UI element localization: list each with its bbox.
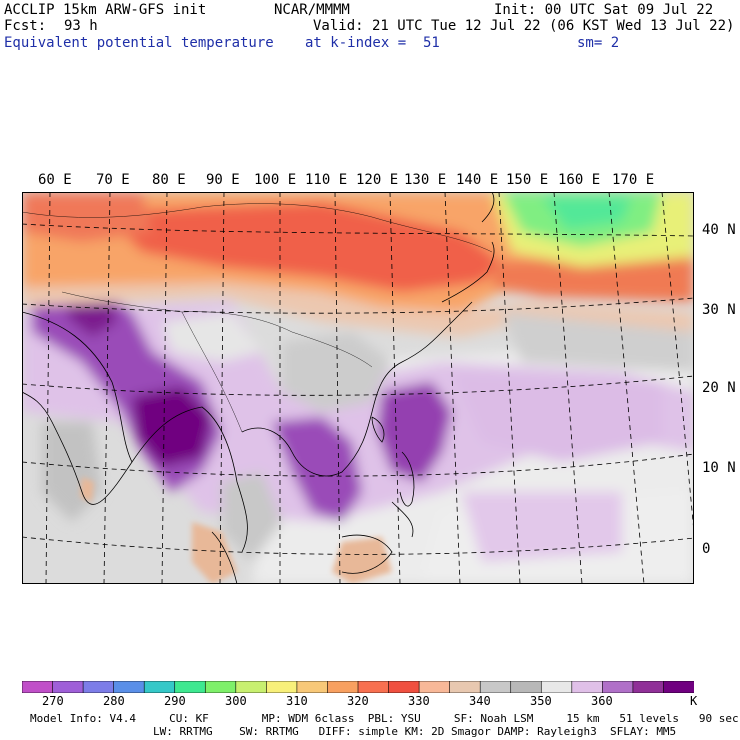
colorbar-swatch	[82, 681, 115, 693]
colorbar-swatch	[602, 681, 634, 693]
colorbar-swatch	[663, 681, 694, 693]
init-time: Init: 00 UTC Sat 09 Jul 22	[494, 2, 714, 18]
latitude-label: 10 N	[702, 460, 736, 476]
colorbar	[22, 681, 694, 693]
colorbar-swatch	[510, 681, 543, 693]
orange-east-band	[492, 252, 694, 302]
longitude-label: 160 E	[558, 172, 601, 188]
colorbar-swatch	[174, 681, 207, 693]
coastlines	[22, 192, 495, 584]
red-band	[102, 202, 502, 292]
colorbar-swatch	[479, 681, 512, 693]
footer-physics-info: LW: RRTMG SW: RRTMG DIFF: simple KM: 2D …	[153, 725, 677, 738]
dark-core-bengal	[132, 387, 212, 467]
colorbar-swatch	[540, 681, 573, 693]
latitude-label: 30 N	[702, 302, 736, 318]
colorbar-swatch	[52, 681, 84, 693]
colorbar-tick-label: 280	[103, 694, 125, 708]
lavender-east	[452, 372, 662, 462]
field-name: Equivalent potential temperature	[4, 35, 274, 51]
organization-label: NCAR/MMMM	[274, 2, 350, 18]
colorbar-swatch	[327, 681, 359, 693]
footer-model-info: Model Info: V4.4 CU: KF MP: WDM 6class P…	[30, 712, 739, 725]
colorbar-tick-label: 300	[225, 694, 247, 708]
colorbar-swatch	[449, 681, 481, 693]
colorbar-swatch	[571, 681, 604, 693]
grey-east-belt	[502, 312, 694, 372]
monsoon-indochina	[272, 417, 362, 522]
colorbar-swatch	[143, 681, 176, 693]
model-title: ACCLIP 15km ARW-GFS init	[4, 2, 207, 18]
tan-sumatra	[192, 522, 237, 584]
grey-tibet	[162, 312, 262, 362]
longitude-label: 150 E	[506, 172, 549, 188]
longitude-label: 140 E	[456, 172, 499, 188]
colorbar-tick-label: 270	[42, 694, 64, 708]
forecast-hour: 93 h	[64, 18, 98, 34]
colorbar-swatch	[266, 681, 298, 693]
forecast-label: Fcst:	[4, 18, 47, 34]
tan-borneo	[332, 537, 392, 584]
colorbar-tick-label: 330	[408, 694, 430, 708]
colorbar-swatch	[22, 681, 54, 693]
colorbar-unit: K	[690, 694, 698, 708]
grey-malay	[222, 472, 282, 562]
red-band-west	[22, 192, 152, 242]
lavender-south	[462, 492, 622, 562]
colorbar-swatch	[113, 681, 145, 693]
colorbar-tick-label: 340	[469, 694, 491, 708]
theta-e-map	[22, 192, 694, 584]
monsoon-scs	[377, 382, 452, 482]
valid-time: Valid: 21 UTC Tue 12 Jul 22 (06 KST Wed …	[313, 18, 735, 34]
level-index: at k-index = 51	[305, 35, 440, 51]
colorbar-swatch	[235, 681, 268, 693]
colorbar-tick-label: 310	[286, 694, 308, 708]
longitude-label: 100 E	[254, 172, 297, 188]
colorbar-tick-label: 350	[530, 694, 552, 708]
borders	[22, 203, 493, 433]
colorbar-swatch	[388, 681, 420, 693]
colorbar-swatch	[418, 681, 451, 693]
colorbar-tick-label: 360	[591, 694, 613, 708]
cyan-green-core	[542, 197, 632, 230]
graticule	[22, 192, 694, 584]
longitude-label: 90 E	[206, 172, 240, 188]
latitude-label: 0	[702, 541, 711, 557]
colorbar-swatch	[204, 681, 237, 693]
longitude-label: 60 E	[38, 172, 72, 188]
colorbar-swatch	[632, 681, 665, 693]
longitude-label: 80 E	[152, 172, 186, 188]
longitude-label: 110 E	[305, 172, 348, 188]
colorbar-swatch	[296, 681, 329, 693]
latitude-label: 40 N	[702, 222, 736, 238]
colorbar-swatch	[357, 681, 390, 693]
smoothing-label: sm= 2	[577, 35, 620, 51]
colorbar-tick-label: 320	[347, 694, 369, 708]
latitude-label: 20 N	[702, 380, 736, 396]
longitude-label: 120 E	[356, 172, 399, 188]
colorbar-tick-label: 290	[164, 694, 186, 708]
longitude-label: 170 E	[612, 172, 655, 188]
longitude-label: 70 E	[96, 172, 130, 188]
longitude-label: 130 E	[404, 172, 447, 188]
